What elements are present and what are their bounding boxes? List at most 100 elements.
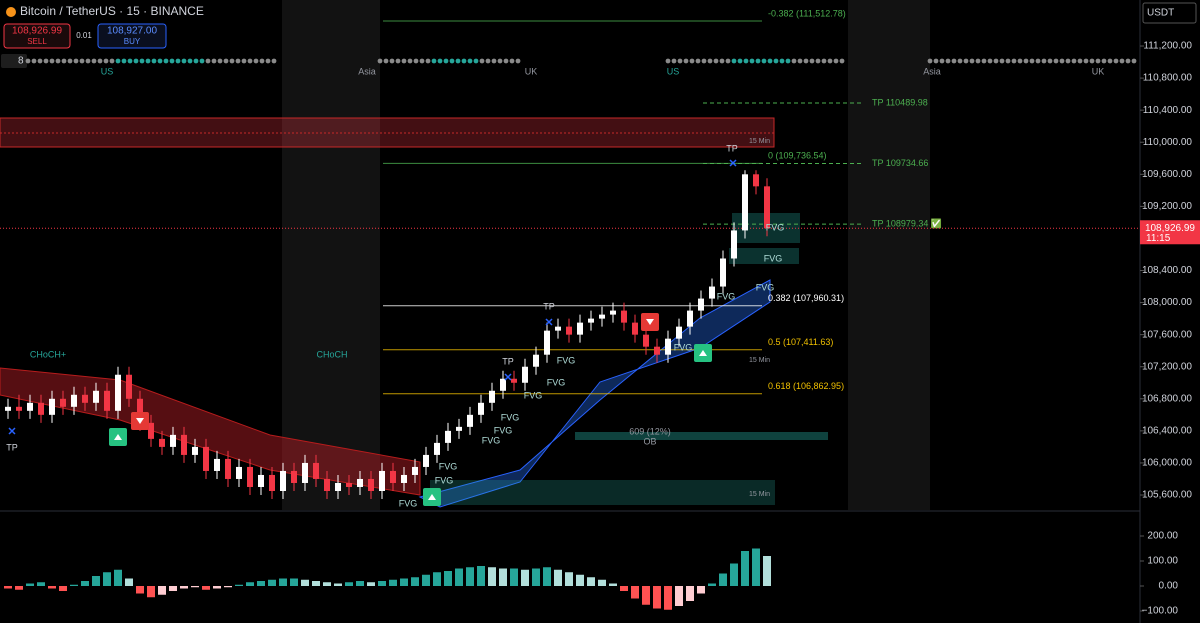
session-dot bbox=[993, 58, 999, 64]
session-dot bbox=[247, 58, 253, 64]
session-dot bbox=[1095, 58, 1101, 64]
buy-button[interactable] bbox=[97, 23, 167, 49]
session-dot bbox=[1113, 58, 1119, 64]
candle-body bbox=[621, 310, 627, 323]
candle-body bbox=[720, 258, 726, 287]
candle-body bbox=[357, 478, 363, 487]
macd-bar bbox=[4, 586, 12, 589]
session-dot bbox=[395, 58, 401, 64]
macd-bar bbox=[191, 586, 199, 588]
session-dot bbox=[743, 58, 749, 64]
candle-body bbox=[181, 434, 187, 455]
macd-bar bbox=[246, 582, 254, 586]
candle-body bbox=[654, 346, 660, 355]
candle-body bbox=[555, 326, 561, 331]
session-dot bbox=[1029, 58, 1035, 64]
countdown: 11:15 bbox=[1146, 233, 1171, 244]
macd-bar bbox=[730, 563, 738, 586]
macd-bar bbox=[433, 572, 441, 586]
session-dot bbox=[383, 58, 389, 64]
current-price: 108,926.99 bbox=[1145, 223, 1195, 234]
annotation: FVG bbox=[482, 435, 501, 445]
session-dot bbox=[695, 58, 701, 64]
macd-bar bbox=[389, 579, 397, 586]
session-dot bbox=[761, 58, 767, 64]
y-tick-label: 200.00 bbox=[1147, 531, 1178, 542]
session-dot bbox=[969, 58, 975, 64]
candle-body bbox=[588, 318, 594, 323]
macd-bar bbox=[543, 567, 551, 586]
annotation: FVG bbox=[494, 425, 513, 435]
symbol-title[interactable]: Bitcoin / TetherUS · 15 · BINANCE bbox=[20, 4, 204, 18]
session-dot bbox=[1083, 58, 1089, 64]
candle-body bbox=[379, 470, 385, 491]
session-dot bbox=[407, 58, 413, 64]
macd-bar bbox=[180, 586, 188, 589]
candle-body bbox=[676, 326, 682, 339]
session-dot bbox=[1101, 58, 1107, 64]
buy-price[interactable]: 108,927.00 bbox=[107, 26, 157, 37]
macd-bar bbox=[70, 584, 78, 586]
session-dot bbox=[133, 58, 139, 64]
sell-button[interactable] bbox=[3, 23, 71, 49]
annotation: 15 Min bbox=[749, 138, 770, 145]
buy-label[interactable]: BUY bbox=[124, 37, 141, 46]
indicator-count[interactable]: 8 bbox=[18, 56, 24, 67]
candle-body bbox=[599, 314, 605, 319]
session-dot bbox=[115, 58, 121, 64]
macd-bar bbox=[15, 586, 23, 590]
candle-body bbox=[566, 326, 572, 335]
session-dot bbox=[809, 58, 815, 64]
macd-bar bbox=[565, 572, 573, 586]
session-shade bbox=[282, 0, 380, 510]
candle-body bbox=[456, 426, 462, 431]
session-dot bbox=[515, 58, 521, 64]
annotation: FVG bbox=[766, 222, 785, 232]
candle-body bbox=[511, 378, 517, 383]
fib-label: 0 (109,736.54) bbox=[768, 151, 827, 161]
session-dot bbox=[461, 58, 467, 64]
annotation: TP bbox=[6, 442, 18, 452]
y-tick-label: 108,000.00 bbox=[1142, 297, 1192, 308]
annotation: 609 (12%) bbox=[629, 426, 671, 436]
session-dot bbox=[719, 58, 725, 64]
session-dot bbox=[217, 58, 223, 64]
candle-body bbox=[16, 406, 22, 411]
candle-body bbox=[93, 390, 99, 403]
macd-bar bbox=[48, 586, 56, 589]
macd-bar bbox=[136, 586, 144, 594]
sell-price[interactable]: 108,926.99 bbox=[12, 26, 62, 37]
candle-body bbox=[577, 322, 583, 335]
session-dot bbox=[73, 58, 79, 64]
macd-bar bbox=[444, 571, 452, 586]
candle-body bbox=[467, 414, 473, 427]
annotation: 15 Min bbox=[749, 357, 770, 364]
candle-body bbox=[610, 310, 616, 315]
session-dot bbox=[975, 58, 981, 64]
session-dot bbox=[839, 58, 845, 64]
session-dot bbox=[97, 58, 103, 64]
annotation: TP bbox=[543, 301, 555, 311]
sell-label[interactable]: SELL bbox=[27, 37, 47, 46]
macd-bar bbox=[719, 573, 727, 586]
candle-body bbox=[731, 230, 737, 259]
session-dot bbox=[939, 58, 945, 64]
currency[interactable]: USDT bbox=[1147, 8, 1174, 19]
tp-label: TP 109734.66 bbox=[872, 158, 928, 168]
session-dot bbox=[491, 58, 497, 64]
session-dot bbox=[241, 58, 247, 64]
currency-box[interactable] bbox=[1142, 2, 1197, 24]
session-dot bbox=[271, 58, 277, 64]
annotation: FVG bbox=[501, 412, 520, 422]
candle-body bbox=[5, 406, 11, 411]
session-dot bbox=[503, 58, 509, 64]
macd-bar bbox=[554, 569, 562, 586]
session-dot bbox=[1071, 58, 1077, 64]
session-dot bbox=[987, 58, 993, 64]
session-dot bbox=[211, 58, 217, 64]
macd-bar bbox=[323, 582, 331, 586]
session-dot bbox=[1047, 58, 1053, 64]
indicator-toggle[interactable] bbox=[1, 54, 27, 68]
session-dot bbox=[497, 58, 503, 64]
